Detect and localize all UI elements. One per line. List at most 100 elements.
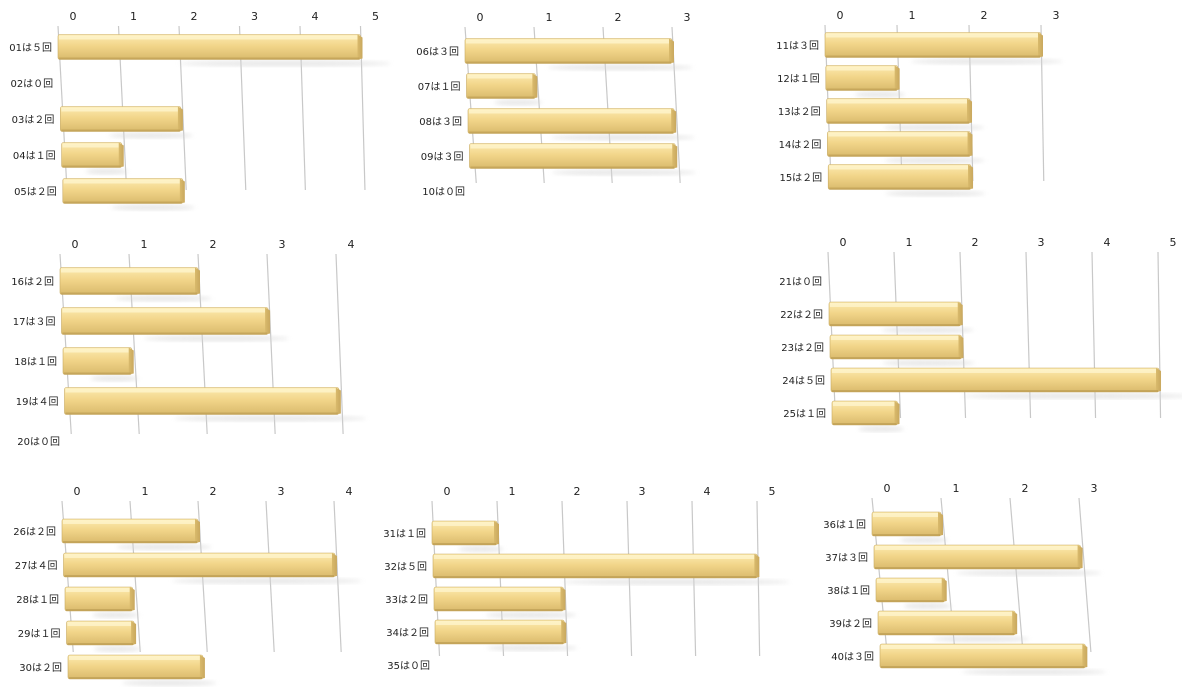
bar-end-cap xyxy=(672,143,678,169)
bar-chart-4: 0 1 2 3 4 16は２回 17は３回 18は１回 19は４回 20は０回 xyxy=(11,238,367,448)
x-tick-label: 4 xyxy=(1104,236,1111,249)
bar-shadow xyxy=(858,426,905,432)
bar-end-cap xyxy=(1077,545,1083,569)
bar-end-cap xyxy=(494,521,499,545)
category-label: 31は１回 xyxy=(383,528,426,540)
x-tick-label: 0 xyxy=(837,9,844,22)
bar-end-cap xyxy=(967,131,973,157)
category-label: 13は２回 xyxy=(778,106,821,118)
bar-shadow xyxy=(854,91,905,98)
bar-highlight xyxy=(63,179,180,184)
category-label: 02は０回 xyxy=(10,78,53,90)
bar-end-cap xyxy=(938,512,943,536)
category-label: 23は２回 xyxy=(781,342,824,354)
category-label: 08は３回 xyxy=(419,116,462,128)
bar-bottom-edge xyxy=(64,575,334,577)
bar-end-cap xyxy=(131,621,137,645)
bar-highlight xyxy=(61,268,195,273)
bar-highlight xyxy=(826,33,1038,38)
bar-end-cap xyxy=(1012,611,1018,635)
bar-bottom-edge xyxy=(433,543,496,545)
bar-highlight xyxy=(831,336,959,340)
bar-shadow xyxy=(962,393,1182,399)
x-tick-label: 1 xyxy=(130,10,137,23)
gridline xyxy=(333,500,342,653)
bar-end-cap xyxy=(968,164,974,190)
bar-end-cap xyxy=(560,587,566,611)
bar-chart-5: 0 1 2 3 4 5 21は０回 22は２回 23は２回 24は５回 25は１回 xyxy=(779,236,1182,432)
x-tick-label: 0 xyxy=(477,11,484,24)
bar-bottom-edge xyxy=(59,57,360,60)
bar-end-cap xyxy=(357,34,363,60)
bar-highlight xyxy=(467,74,533,79)
x-tick-label: 0 xyxy=(72,238,79,251)
x-tick-label: 1 xyxy=(546,11,553,24)
bar-bottom-edge xyxy=(69,677,202,679)
bar-bottom-edge xyxy=(469,131,674,134)
x-tick-label: 3 xyxy=(278,485,285,498)
bar-highlight xyxy=(66,588,130,592)
bar-end-cap xyxy=(669,38,674,64)
bar-end-cap xyxy=(118,142,124,168)
x-tick-label: 4 xyxy=(348,238,355,251)
bar-end-cap xyxy=(179,178,185,204)
category-label: 25は１回 xyxy=(783,408,826,420)
bar-shadow xyxy=(108,132,193,139)
gridline xyxy=(626,500,633,657)
category-label: 35は０回 xyxy=(387,660,430,672)
bar-chart-3: 0 1 2 3 11は３回 12は１回 13は２回 14は２回 15は２回 xyxy=(776,9,1063,197)
bar-bottom-edge xyxy=(826,88,897,91)
bar-end-cap xyxy=(894,401,900,425)
bar-highlight xyxy=(830,303,958,307)
category-label: 19は４回 xyxy=(16,396,59,408)
category-label: 14は２回 xyxy=(779,139,822,151)
bar-shadow xyxy=(494,99,543,106)
bar-bottom-edge xyxy=(62,165,121,168)
bar-end-cap xyxy=(1038,32,1043,58)
bar-bottom-edge xyxy=(827,121,970,124)
category-label: 06は３回 xyxy=(416,46,459,58)
bar-shadow xyxy=(110,204,195,211)
x-tick-label: 0 xyxy=(74,485,81,498)
bar-bottom-edge xyxy=(67,643,134,645)
bar-bottom-edge xyxy=(831,357,961,359)
category-label: 18は１回 xyxy=(14,356,57,368)
bar-bottom-edge xyxy=(63,541,197,543)
bar-shadow xyxy=(962,669,1106,675)
bar-bottom-edge xyxy=(435,609,563,611)
bar-end-cap xyxy=(958,335,964,359)
category-label: 37は３回 xyxy=(825,552,868,564)
bar-end-cap xyxy=(561,620,567,644)
bar-end-cap xyxy=(199,655,205,679)
category-label: 20は０回 xyxy=(17,436,60,448)
x-tick-label: 0 xyxy=(840,236,847,249)
bar-highlight xyxy=(466,39,669,44)
bar-shadow xyxy=(485,612,577,618)
category-label: 04は１回 xyxy=(13,150,56,162)
category-label: 28は１回 xyxy=(16,594,59,606)
bar-bottom-edge xyxy=(830,324,960,326)
bar-chart-2: 0 1 2 3 06は３回 07は１回 08は３回 09は３回 10は０回 xyxy=(416,11,696,198)
gridline xyxy=(1078,497,1092,653)
bar-shadow xyxy=(116,544,212,550)
category-label: 15は２回 xyxy=(779,172,822,184)
x-tick-label: 3 xyxy=(1038,236,1045,249)
bar-highlight xyxy=(828,132,968,137)
bar-shadow xyxy=(547,64,693,71)
bar-end-cap xyxy=(894,65,900,91)
bar-highlight xyxy=(877,579,942,583)
category-label: 29は１回 xyxy=(18,628,61,640)
x-tick-label: 2 xyxy=(1022,482,1029,495)
category-label: 39は２回 xyxy=(829,618,872,630)
bar-end-cap xyxy=(335,387,341,415)
x-tick-label: 4 xyxy=(704,485,711,498)
category-label: 32は５回 xyxy=(384,561,427,573)
category-label: 40は３回 xyxy=(831,651,874,663)
x-tick-label: 1 xyxy=(141,238,148,251)
bar-bottom-edge xyxy=(436,642,564,644)
bar-highlight xyxy=(470,144,673,149)
category-label: 27は４回 xyxy=(15,560,58,572)
bar-end-cap xyxy=(941,578,947,602)
category-label: 07は１回 xyxy=(418,81,461,93)
x-tick-label: 3 xyxy=(684,11,691,24)
